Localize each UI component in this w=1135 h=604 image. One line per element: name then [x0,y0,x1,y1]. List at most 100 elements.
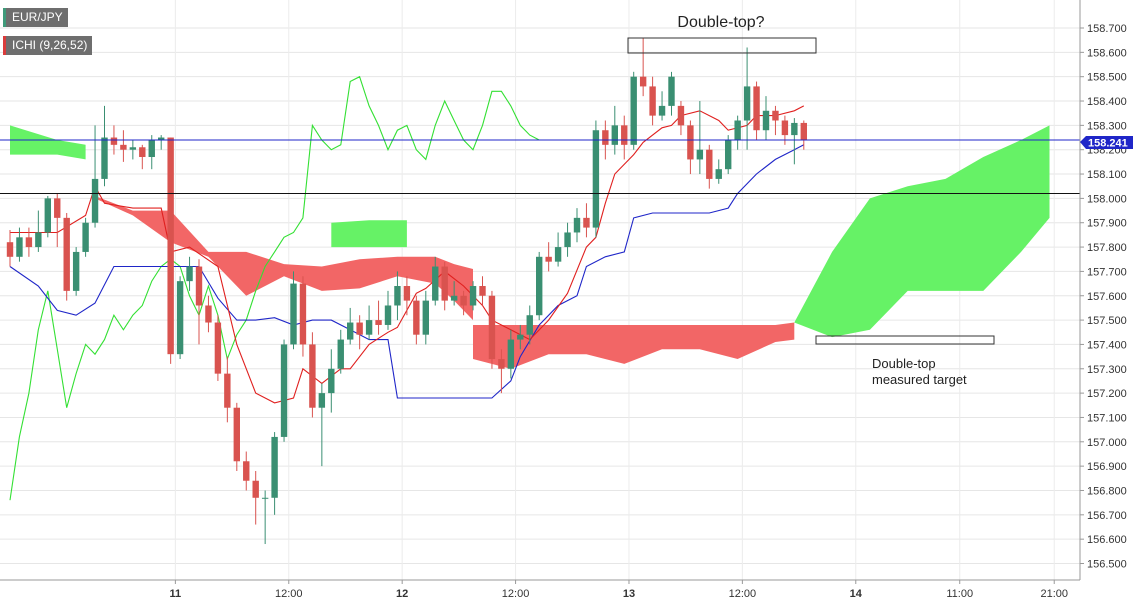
candle-body [271,436,278,498]
candle-body [781,120,789,136]
candle-body [621,125,628,145]
candle-body [261,497,269,499]
candle-body [734,120,741,140]
y-tick-label: 158.600 [1087,47,1127,59]
candle-body [347,322,354,340]
x-axis[interactable]: 11 12:00 12 12:00 13 12:00 14 11:00 21:00 [170,580,1068,600]
y-tick-label: 157.900 [1087,218,1127,230]
candle-body [16,237,23,257]
candle-body [72,251,80,291]
y-tick-label: 157.700 [1087,266,1127,278]
y-tick-label: 158.700 [1087,23,1127,35]
double-top-label: Double-top? [677,14,764,31]
x-tick-label: 11:00 [946,588,973,600]
candle-body [54,198,61,218]
horizontal-lines [0,139,1080,195]
measured-target-label-line1: Double-top [872,356,936,371]
candle-body [299,283,307,345]
candle-body [63,217,70,291]
x-tick-label: 12:00 [275,588,303,600]
candle-body [488,295,496,360]
y-tick-label: 157.500 [1087,315,1127,327]
candle-body [441,266,448,301]
candle-body [687,125,694,160]
candle-body [649,86,656,116]
candle-body [82,222,89,252]
candle-body [35,232,42,248]
candle-body [120,144,127,150]
cloud-bear [473,322,795,369]
candle-body [214,322,222,374]
candle-body [460,295,467,306]
candle-body [318,393,326,408]
candle-body [725,139,732,170]
candle-body [526,315,533,335]
indicator-legend[interactable]: ICHI (9,26,52) [3,36,93,55]
candle-body [356,322,363,335]
candle-body [715,169,722,179]
candle-body [243,461,250,481]
candle-body [668,76,675,106]
candle-body [328,368,335,394]
candle-body [280,344,288,437]
candle-body [639,76,647,87]
x-tick-label: 11 [170,588,182,600]
candle-body [403,286,411,301]
y-axis[interactable]: 158.700 158.600 158.500 158.400 158.300 158.2… [1080,23,1127,571]
candle-body [129,147,137,150]
candle-body [176,281,184,355]
current-price-label: 158.241 [1088,138,1128,150]
candle-body [6,242,14,257]
annotations: Double-top? Double-top measured target [627,14,995,387]
candle-body [772,110,779,121]
candle-body [536,256,543,316]
x-tick-label: 14 [850,588,863,600]
candlesticks [6,37,807,545]
candle-body [564,232,571,248]
candle-body [677,105,685,126]
candle-body [233,407,240,462]
candle-body [658,105,666,116]
y-tick-label: 156.800 [1087,485,1127,497]
y-tick-label: 158.100 [1087,169,1127,181]
candle-body [195,266,203,306]
x-tick-label: 12 [396,588,408,600]
candle-body [44,198,51,233]
indicator-legend-color [3,36,6,55]
candle-body [337,339,344,369]
candle-body [696,149,704,160]
cloud-bull [331,220,407,248]
y-tick-label: 156.600 [1087,534,1127,546]
price-tag-bg [1080,136,1133,149]
double-top-box [627,37,817,54]
symbol-legend[interactable]: EUR/JPY [3,8,68,27]
candle-body [791,122,798,136]
candle-body [573,217,581,233]
y-tick-label: 156.900 [1087,461,1127,473]
y-tick-label: 157.300 [1087,364,1127,376]
y-tick-label: 158.400 [1087,96,1127,108]
candle-body [375,320,382,325]
symbol-legend-label: EUR/JPY [12,10,63,24]
y-tick-label: 157.400 [1087,339,1127,351]
indicator-legend-label: ICHI (9,26,52) [12,38,88,52]
candle-body [205,305,212,323]
candle-body [800,122,807,140]
x-tick-label: 12:00 [502,588,530,600]
y-tick-label: 157.000 [1087,437,1127,449]
candle-body [101,137,108,179]
candle-body [365,320,373,335]
symbol-legend-color [3,8,6,27]
x-tick-label: 13 [623,588,635,600]
x-tick-label: 12:00 [729,588,757,600]
candle-body [706,149,713,179]
candle-body [450,295,458,301]
candle-body [384,305,392,325]
candle-body [91,178,99,223]
candle-body [517,334,524,340]
current-price-tag: 158.241 [1080,136,1133,150]
candle-body [422,300,429,335]
candle-body [186,266,193,282]
candle-body [224,373,231,408]
